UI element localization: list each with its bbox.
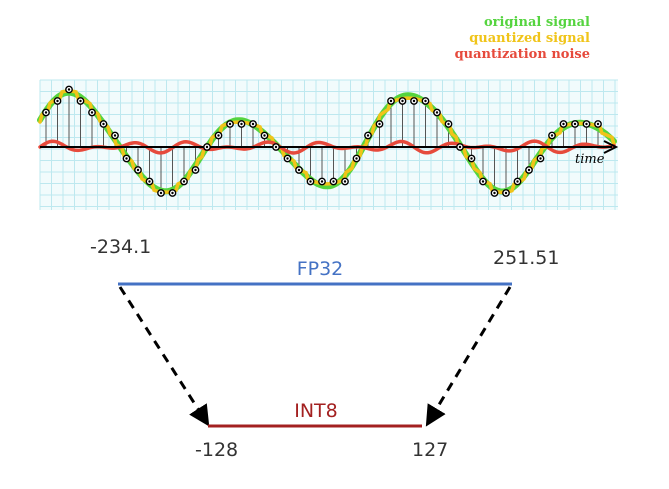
sample-point-center bbox=[550, 134, 554, 137]
sample-point-center bbox=[217, 134, 220, 137]
sample-point-center bbox=[343, 180, 347, 183]
time-axis-label: time bbox=[575, 152, 605, 167]
sample-point-center bbox=[504, 191, 508, 195]
fp32-max-value: 251.51 bbox=[493, 247, 559, 269]
int8-min-value: -128 bbox=[195, 439, 238, 461]
sample-point-center bbox=[148, 180, 151, 183]
sample-point-center bbox=[481, 180, 485, 183]
sample-point-center bbox=[251, 122, 255, 126]
fp32-min-value: -234.1 bbox=[90, 236, 151, 258]
sample-points bbox=[42, 85, 602, 197]
legend-quantization-noise: quantization noise bbox=[455, 47, 590, 62]
sample-point-center bbox=[194, 168, 197, 172]
sample-point-center bbox=[205, 145, 209, 149]
signal-plot: time original signal quantized signal qu… bbox=[37, 15, 619, 210]
sample-point-center bbox=[596, 122, 600, 126]
sample-point-center bbox=[332, 180, 335, 183]
sample-point-center bbox=[274, 145, 278, 149]
legend-original-signal: original signal bbox=[484, 15, 590, 30]
sample-point-center bbox=[424, 99, 427, 103]
dashed-arrow-down-icon bbox=[425, 286, 512, 427]
fp32-label: FP32 bbox=[297, 258, 344, 280]
int8-label: INT8 bbox=[294, 400, 338, 422]
sample-point-center bbox=[44, 111, 48, 114]
sample-point-center bbox=[320, 180, 324, 183]
sample-point-center bbox=[516, 180, 519, 183]
sample-point-center bbox=[102, 122, 105, 126]
sample-point-center bbox=[90, 111, 94, 114]
sample-point-center bbox=[228, 122, 232, 126]
quantization-noise-curve bbox=[38, 139, 616, 155]
int8-max-value: 127 bbox=[412, 439, 448, 461]
sample-point-center bbox=[412, 99, 416, 103]
sample-point-center bbox=[493, 191, 496, 195]
sample-point-center bbox=[573, 122, 577, 126]
sample-point-center bbox=[113, 134, 117, 137]
sample-point-center bbox=[171, 191, 174, 195]
sample-point-center bbox=[182, 180, 186, 183]
sample-point-center bbox=[401, 99, 404, 103]
sample-point-center bbox=[447, 122, 450, 126]
sample-point-center bbox=[240, 122, 243, 126]
sample-point-center bbox=[389, 99, 393, 103]
sample-point-center bbox=[263, 134, 266, 137]
sample-point-center bbox=[67, 88, 71, 91]
sample-point-center bbox=[470, 157, 473, 160]
sample-point-center bbox=[585, 122, 588, 126]
sample-point-center bbox=[435, 111, 439, 114]
sample-point-center bbox=[355, 157, 358, 160]
legend-quantized-signal: quantized signal bbox=[469, 31, 590, 46]
sample-point-center bbox=[539, 157, 542, 160]
sample-point-center bbox=[297, 168, 301, 172]
sample-point-center bbox=[56, 99, 59, 103]
sample-point-center bbox=[125, 157, 128, 160]
sample-stems bbox=[45, 89, 599, 193]
sample-point-center bbox=[562, 122, 565, 126]
sample-point-center bbox=[458, 145, 462, 149]
quantization-mapping: -234.1 251.51 FP32 INT8 -128 127 bbox=[90, 236, 559, 461]
sample-point-center bbox=[366, 134, 370, 137]
sample-point-center bbox=[79, 99, 82, 103]
sample-point-center bbox=[309, 180, 312, 183]
sample-point-center bbox=[136, 168, 140, 172]
dashed-arrow-down-icon bbox=[118, 286, 210, 427]
sample-point-center bbox=[527, 168, 531, 172]
sample-point-center bbox=[378, 122, 381, 126]
sample-point-center bbox=[159, 191, 163, 195]
sample-point-center bbox=[286, 157, 289, 160]
arrow-right-icon bbox=[603, 140, 619, 154]
